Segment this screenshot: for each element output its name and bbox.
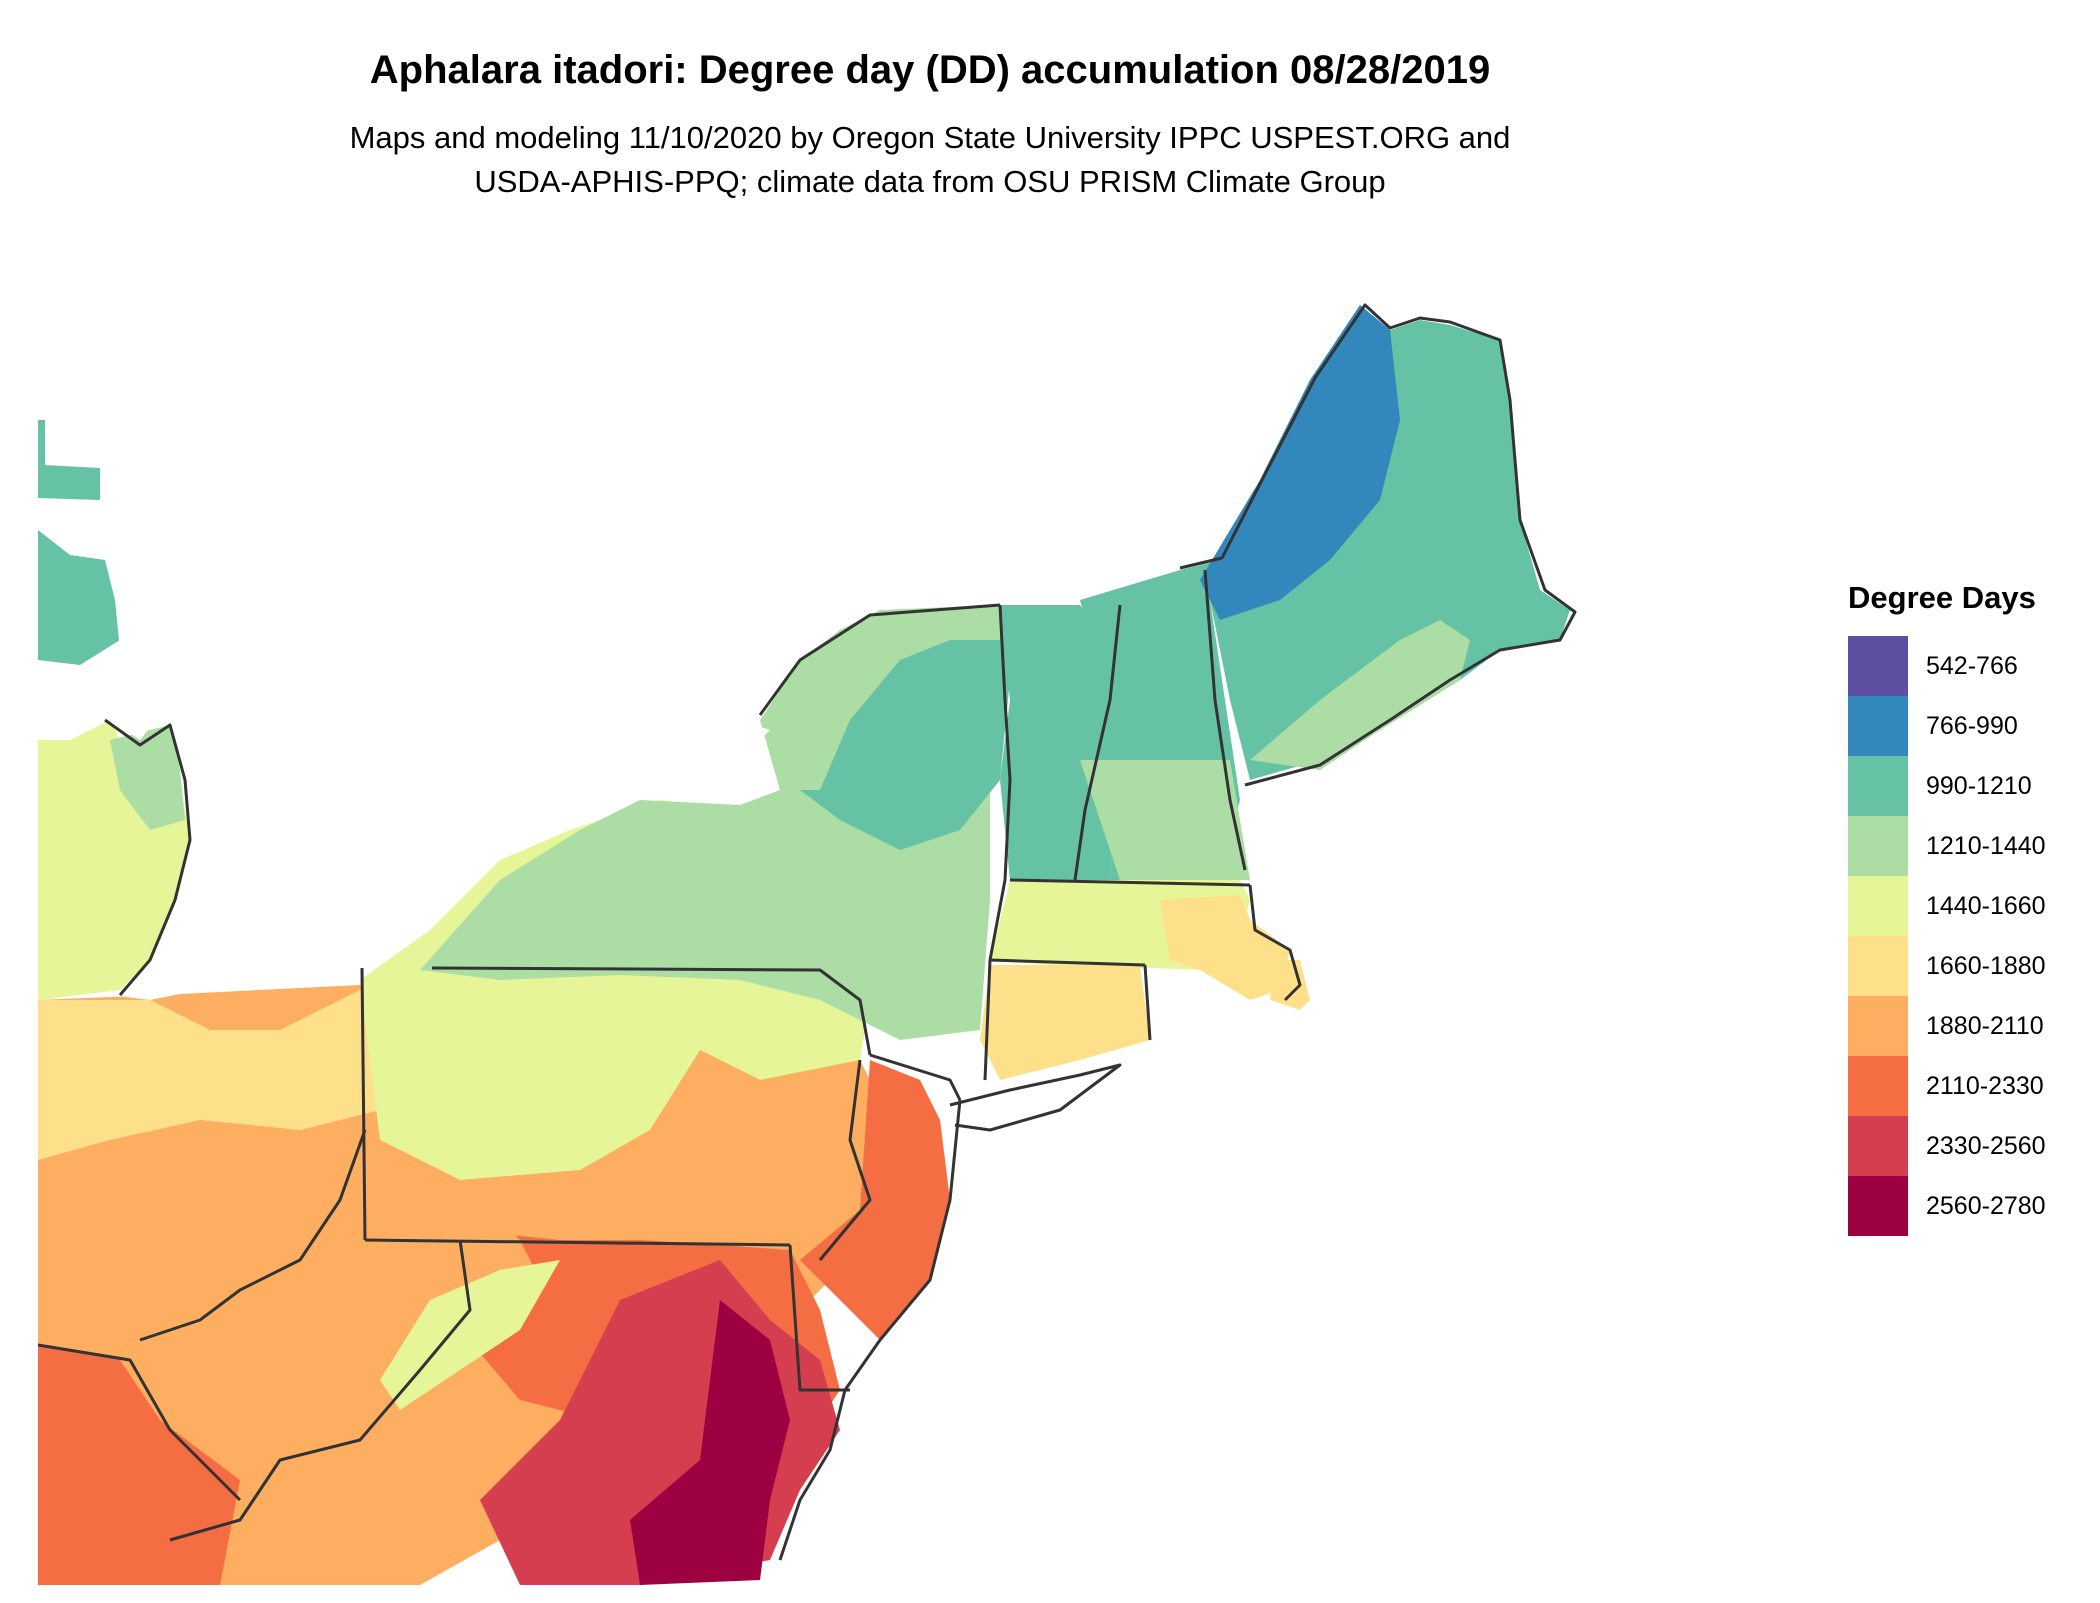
legend-swatch xyxy=(1848,1056,1908,1116)
region-maine-highlands xyxy=(1200,305,1400,620)
legend-item: 766-990 xyxy=(1848,696,2046,756)
map-subtitle-line-2: USDA-APHIS-PPQ; climate data from OSU PR… xyxy=(474,164,1386,199)
lake-erie xyxy=(110,800,500,1000)
legend-swatch xyxy=(1848,996,1908,1056)
coastline-mass xyxy=(1248,884,1302,1002)
border-nj-pa xyxy=(818,1059,872,1261)
legend-label: 990-1210 xyxy=(1926,771,2032,800)
region-ohio-north xyxy=(38,960,460,1160)
coastline-michigan xyxy=(104,718,192,996)
legend-label: 1660-1880 xyxy=(1926,951,2046,980)
legend-swatch xyxy=(1848,756,1908,816)
legend-item: 1880-2110 xyxy=(1848,996,2046,1056)
coastline-maine xyxy=(1179,303,1577,787)
lake-ontario xyxy=(490,720,770,820)
legend-label: 1440-1660 xyxy=(1926,891,2046,920)
region-maine xyxy=(1180,305,1570,780)
legend-swatch xyxy=(1848,816,1908,876)
legend-label: 2330-2560 xyxy=(1926,1131,2046,1160)
region-michigan-upper-strip xyxy=(38,420,100,500)
region-vermont xyxy=(1000,605,1120,880)
legend-label: 1880-2110 xyxy=(1926,1011,2044,1040)
legend-label: 2560-2780 xyxy=(1926,1191,2046,1220)
legend-item: 2110-2330 xyxy=(1848,1056,2046,1116)
border-md-de xyxy=(788,1244,850,1392)
lake-huron xyxy=(38,640,160,740)
lakes xyxy=(38,640,770,1000)
legend-item: 1660-1880 xyxy=(1848,936,2046,996)
legend-title: Degree Days xyxy=(1848,580,2036,615)
border-wv-va xyxy=(169,1239,472,1542)
region-michigan-north xyxy=(110,725,185,830)
legend-swatch xyxy=(1848,696,1908,756)
legend-swatch xyxy=(1848,936,1908,996)
border-pa-ny xyxy=(431,966,872,1056)
legend-swatch xyxy=(1848,876,1908,936)
region-connecticut xyxy=(980,965,1150,1080)
legend-label: 2110-2330 xyxy=(1926,1071,2044,1100)
region-nh-south xyxy=(1080,760,1250,880)
region-maine-coast xyxy=(1250,620,1470,770)
region-west-virginia xyxy=(120,1140,540,1480)
legend-item: 1210-1440 xyxy=(1848,816,2046,876)
region-delmarva-south xyxy=(630,1300,790,1585)
border-ct-ri xyxy=(1143,964,1152,1041)
border-ohio-pa xyxy=(360,967,367,1241)
legend-swatch xyxy=(1848,1116,1908,1176)
border-ny-vt xyxy=(983,604,1012,1081)
map-title: Aphalara itadori: Degree day (DD) accumu… xyxy=(369,48,1491,92)
map-subtitle-line-1: Maps and modeling 11/10/2020 by Oregon S… xyxy=(349,120,1511,155)
border-mass-north xyxy=(1009,878,1251,887)
legend-item: 2560-2780 xyxy=(1848,1176,2046,1236)
legend-swatch xyxy=(1848,636,1908,696)
map-legend: Degree Days 542-766 766-990 990-1210 1210-1… xyxy=(1848,580,2046,1236)
long-island xyxy=(949,1063,1122,1132)
region-mass-east xyxy=(1160,895,1290,1000)
legend-item: 542-766 xyxy=(1848,636,2046,696)
border-nh-me xyxy=(1203,569,1247,871)
border-pa-md xyxy=(364,1238,791,1247)
legend-label: 766-990 xyxy=(1926,711,2018,740)
legend-item: 1440-1660 xyxy=(1848,876,2046,936)
coastline-new-york-north xyxy=(758,603,1001,716)
legend-item: 2330-2560 xyxy=(1848,1116,2046,1176)
border-nj-ny xyxy=(869,1053,962,1101)
region-michigan-upper xyxy=(38,530,120,690)
border-ohio-wv xyxy=(139,1129,367,1342)
coastline-mid-atlantic xyxy=(778,1099,962,1561)
border-ky-wv xyxy=(37,1343,242,1502)
region-kentucky xyxy=(38,1345,240,1585)
legend-swatch xyxy=(1848,1176,1908,1236)
region-cape-cod xyxy=(1270,960,1310,1010)
region-ny-north xyxy=(760,605,1000,790)
region-se-pennsylvania xyxy=(620,1050,880,1240)
legend-label: 1210-1440 xyxy=(1926,831,2046,860)
region-wv-ridges xyxy=(380,1260,560,1410)
region-new-jersey xyxy=(800,1060,950,1340)
land-fill xyxy=(38,305,1570,1585)
legend-items: 542-766 766-990 990-1210 1210-1440 1440-1660… xyxy=(1848,636,2046,1236)
border-mass-ct xyxy=(989,958,1146,967)
legend-item: 990-1210 xyxy=(1848,756,2046,816)
border-vt-nh xyxy=(1073,604,1122,881)
state-borders xyxy=(37,303,1577,1561)
legend-label: 542-766 xyxy=(1926,651,2018,680)
region-adirondacks xyxy=(800,610,1010,850)
